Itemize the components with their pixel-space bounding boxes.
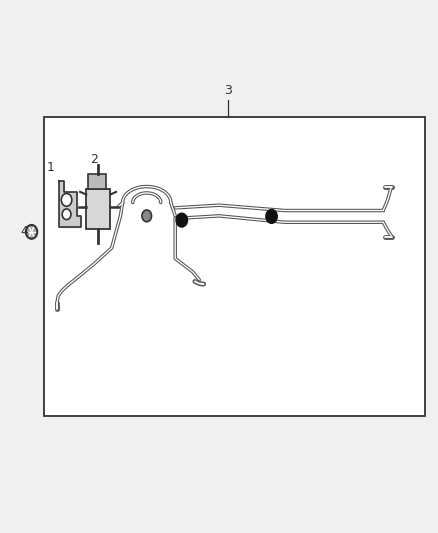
Circle shape bbox=[26, 225, 37, 239]
FancyBboxPatch shape bbox=[44, 117, 425, 416]
Text: 4: 4 bbox=[20, 225, 28, 238]
Circle shape bbox=[61, 193, 72, 206]
Polygon shape bbox=[59, 181, 81, 227]
Circle shape bbox=[176, 213, 187, 227]
Circle shape bbox=[266, 209, 277, 223]
Text: 1: 1 bbox=[46, 161, 54, 174]
Text: 3: 3 bbox=[224, 84, 232, 97]
Circle shape bbox=[142, 210, 152, 222]
Circle shape bbox=[62, 209, 71, 220]
FancyBboxPatch shape bbox=[88, 174, 106, 189]
FancyBboxPatch shape bbox=[86, 189, 110, 229]
Text: 2: 2 bbox=[90, 154, 98, 166]
